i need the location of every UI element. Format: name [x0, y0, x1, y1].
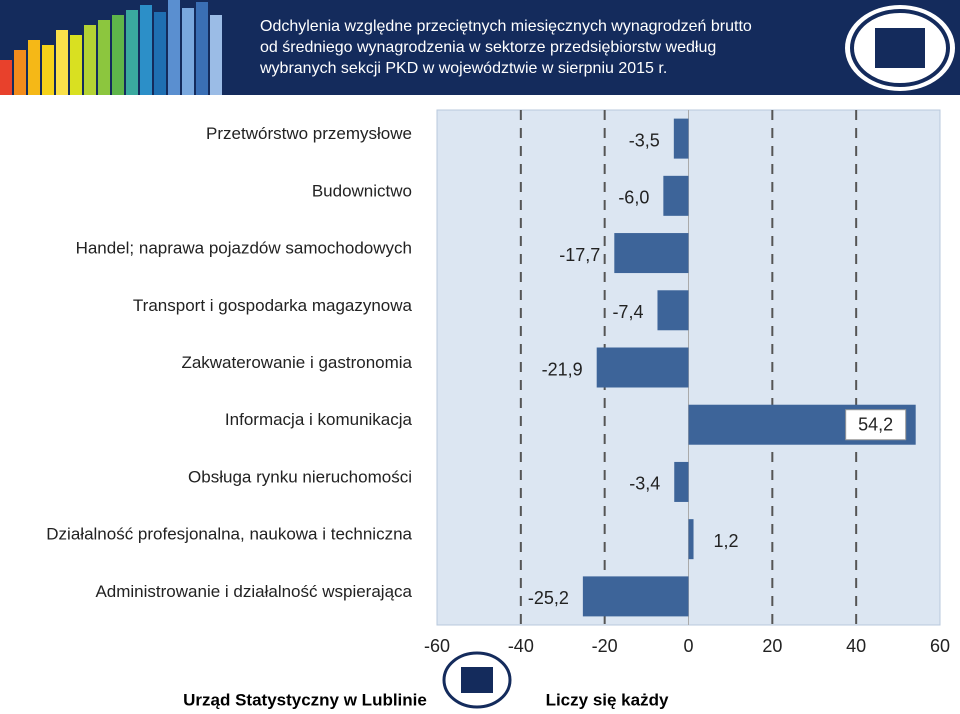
x-tick-label: 40: [846, 636, 866, 656]
chart-title: od średniego wynagrodzenia w sektorze pr…: [260, 39, 716, 56]
bar: [673, 118, 689, 159]
y-tick-label: Przetwórstwo przemysłowe: [206, 124, 412, 143]
chart-title: wybranych sekcji PKD w województwie w si…: [259, 60, 667, 77]
data-label-box: [845, 409, 907, 441]
x-tick-label: 20: [762, 636, 782, 656]
data-label: -3,5: [629, 130, 660, 150]
data-label: -7,4: [612, 302, 643, 322]
x-tick-label: 60: [930, 636, 950, 656]
bar: [614, 233, 689, 274]
data-label: -21,9: [542, 359, 583, 379]
footer-right: Liczy się każdy: [546, 690, 669, 709]
x-tick-label: 0: [683, 636, 693, 656]
bar: [663, 175, 689, 216]
x-tick-label: -40: [508, 636, 534, 656]
data-label: -25,2: [528, 588, 569, 608]
y-tick-label: Handel; naprawa pojazdów samochodowych: [76, 239, 412, 258]
y-tick-label: Administrowanie i działalność wspierając…: [95, 582, 412, 601]
header-decoration: [0, 0, 222, 95]
data-label: -17,7: [559, 245, 600, 265]
footer-left: Urząd Statystyczny w Lublinie: [183, 690, 427, 709]
x-tick-label: -60: [424, 636, 450, 656]
footer-logo: [442, 651, 512, 709]
data-label: 1,2: [714, 531, 739, 551]
data-label: -3,4: [629, 474, 660, 494]
y-tick-label: Informacja i komunikacja: [225, 410, 413, 429]
chart-title: Odchylenia względne przeciętnych miesięc…: [260, 18, 752, 35]
bar: [596, 347, 689, 388]
logo: [845, 5, 955, 91]
y-tick-label: Obsługa rynku nieruchomości: [188, 467, 412, 486]
bar: [674, 461, 689, 502]
data-label: -6,0: [618, 188, 649, 208]
x-tick-label: -20: [592, 636, 618, 656]
bar: [657, 290, 689, 331]
bar: [582, 576, 689, 617]
y-tick-label: Działalność profesjonalna, naukowa i tec…: [46, 525, 412, 544]
y-tick-label: Budownictwo: [312, 181, 412, 200]
y-tick-label: Transport i gospodarka magazynowa: [133, 296, 413, 315]
bar: [688, 519, 694, 560]
data-label: 54,2: [858, 414, 893, 434]
y-tick-label: Zakwaterowanie i gastronomia: [181, 353, 412, 372]
